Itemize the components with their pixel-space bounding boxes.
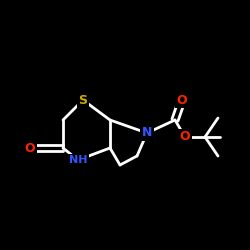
Text: S: S (78, 94, 88, 106)
Text: O: O (180, 130, 190, 143)
Text: NH: NH (69, 155, 87, 165)
Text: N: N (142, 126, 152, 140)
Text: O: O (25, 142, 35, 154)
Text: O: O (177, 94, 187, 106)
